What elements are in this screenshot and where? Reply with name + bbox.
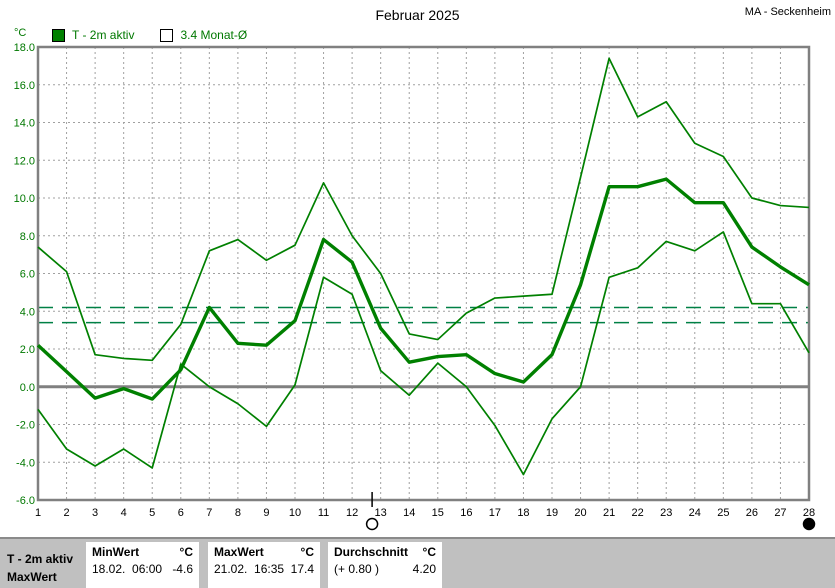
durchschnitt-value: 4.20 — [412, 562, 436, 576]
series-line-daily-minimum — [37, 231, 810, 476]
plot-border — [36, 45, 811, 502]
x-axis-day-label: 4 — [121, 507, 127, 519]
legend-label-monthly-avg: 3.4 Monat-Ø — [180, 28, 248, 42]
minwert-header: MinWert — [92, 545, 140, 559]
durchschnitt-delta: (+ 0.80 ) — [334, 562, 380, 576]
footer-row-label-series: T - 2m aktiv — [7, 552, 74, 566]
x-axis-day-label: 6 — [178, 507, 184, 519]
maxwert-datetime: 21.02. 16:35 — [214, 562, 285, 576]
y-axis-tick-label: 8.0 — [20, 231, 35, 243]
x-axis-day-label: 23 — [660, 507, 672, 519]
x-axis-day-label: 19 — [546, 507, 558, 519]
full-moon-icon — [365, 517, 379, 531]
x-axis-day-label: 5 — [149, 507, 155, 519]
y-axis-tick-label: 12.0 — [14, 155, 35, 167]
x-axis-day-label: 27 — [774, 507, 786, 519]
x-axis-day-label: 3 — [92, 507, 98, 519]
minwert-cell: MinWert °C 18.02. 06:00 -4.6 — [86, 542, 199, 588]
y-axis-tick-label: 2.0 — [20, 344, 35, 356]
filled-square-swatch-icon — [52, 28, 65, 42]
open-square-swatch-icon — [160, 28, 174, 42]
y-axis-tick-label: 16.0 — [14, 80, 35, 92]
page-title: Februar 2025 — [375, 7, 460, 23]
x-axis-day-label: 1 — [35, 507, 41, 519]
series-line-T-2m-aktiv-daily-mean — [36, 177, 810, 401]
x-axis-day-label: 11 — [318, 507, 329, 519]
durchschnitt-cell: Durchschnitt °C (+ 0.80 ) 4.20 — [328, 542, 442, 588]
x-axis-day-label: 16 — [460, 507, 472, 519]
x-axis-day-label: 2 — [63, 507, 69, 519]
series-line-daily-maximum — [37, 57, 810, 362]
x-axis-day-label: 10 — [289, 507, 301, 519]
x-axis-day-label: 26 — [746, 507, 758, 519]
y-axis-tick-label: 14.0 — [14, 118, 35, 130]
x-axis-day-label: 12 — [346, 507, 358, 519]
x-axis-day-label: 15 — [432, 507, 444, 519]
maxwert-header: MaxWert — [214, 545, 264, 559]
y-axis-tick-label: -6.0 — [16, 495, 35, 507]
x-axis-day-label: 17 — [489, 507, 501, 519]
x-axis-day-label: 22 — [632, 507, 644, 519]
x-axis-day-label: 18 — [517, 507, 529, 519]
maxwert-unit: °C — [300, 545, 314, 559]
y-axis-tick-label: 18.0 — [14, 42, 35, 54]
chart-legend: T - 2m aktiv 3.4 Monat-Ø — [52, 28, 247, 42]
maxwert-cell: MaxWert °C 21.02. 16:35 17.4 — [208, 542, 320, 588]
y-axis-tick-label: 6.0 — [20, 269, 35, 281]
new-moon-icon — [802, 517, 816, 531]
x-axis-day-label: 28 — [803, 507, 815, 519]
x-axis-day-label: 8 — [235, 507, 241, 519]
minwert-value: -4.6 — [172, 562, 193, 576]
y-axis-tick-label: -2.0 — [16, 420, 35, 432]
x-axis-day-label: 24 — [689, 507, 701, 519]
x-axis-day-label: 7 — [206, 507, 212, 519]
footer-row-label: T - 2m aktiv MaxWert — [7, 550, 73, 586]
x-axis-day-label: 14 — [403, 507, 415, 519]
durchschnitt-header: Durchschnitt — [334, 545, 409, 559]
x-axis-day-label: 20 — [574, 507, 586, 519]
x-axis-day-label: 13 — [375, 507, 387, 519]
legend-label-active: T - 2m aktiv — [72, 28, 135, 42]
minwert-unit: °C — [179, 545, 193, 559]
minwert-datetime: 18.02. 06:00 — [92, 562, 163, 576]
footer-row-label-next: MaxWert — [7, 570, 57, 584]
x-axis-day-label: 25 — [717, 507, 729, 519]
x-axis-day-label: 21 — [603, 507, 615, 519]
station-label: MA - Seckenheim — [744, 6, 831, 18]
durchschnitt-unit: °C — [422, 545, 436, 559]
y-axis-tick-label: 4.0 — [20, 306, 35, 318]
temperature-line-chart: 18.0 16.0 14.0 12.0 10.0 8.0 6.0 4.0 2.0 0.0 -2.0 -… — [14, 42, 816, 531]
y-axis-unit-label: °C — [14, 27, 27, 39]
y-axis-tick-label: -4.0 — [16, 457, 35, 469]
maxwert-value: 17.4 — [290, 562, 314, 576]
x-axis-day-label: 9 — [263, 507, 269, 519]
stats-footer: T - 2m aktiv MaxWert MinWert °C 18.02. 0… — [0, 537, 835, 588]
y-axis-tick-label: 10.0 — [14, 193, 35, 205]
y-axis-tick-label: 0.0 — [20, 382, 35, 394]
